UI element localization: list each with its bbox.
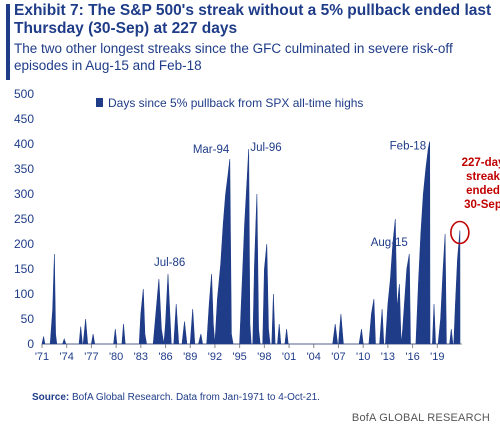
- x-tick-label: '13: [381, 351, 395, 363]
- y-tick-label: 0: [27, 337, 34, 351]
- y-tick-label: 50: [21, 312, 35, 326]
- x-tick-label: '74: [60, 351, 74, 363]
- legend-swatch: [96, 98, 103, 107]
- x-tick-label: '89: [183, 351, 197, 363]
- source-label: Source:: [32, 392, 70, 403]
- y-tick-label: 200: [14, 237, 34, 251]
- y-tick-label: 250: [14, 212, 34, 226]
- chart-title: Exhibit 7: The S&P 500's streak without …: [14, 2, 492, 37]
- y-tick-label: 500: [14, 87, 34, 101]
- x-tick-label: '71: [35, 351, 49, 363]
- streak-end-note: ended: [466, 185, 500, 197]
- peak-annotation: Jul-86: [154, 257, 185, 269]
- peak-annotation: Aug-15: [371, 237, 408, 249]
- streak-series-bars: [41, 141, 461, 345]
- x-tick-label: '07: [331, 351, 345, 363]
- peak-annotation: Mar-94: [193, 144, 230, 156]
- y-tick-label: 350: [14, 162, 34, 176]
- x-tick-label: '04: [307, 351, 321, 363]
- streak-end-note: streak: [466, 171, 500, 183]
- brand-footer: BofA GLOBAL RESEARCH: [351, 412, 490, 424]
- source-text: BofA Global Research. Data from Jan-1971…: [72, 392, 320, 403]
- x-tick-label: '83: [134, 351, 148, 363]
- peak-annotation: Jul-96: [250, 142, 281, 154]
- legend-label: Days since 5% pullback from SPX all-time…: [108, 96, 363, 110]
- x-tick-label: '95: [232, 351, 246, 363]
- x-tick-label: '98: [257, 351, 271, 363]
- streak-end-note: 227-day: [462, 157, 500, 169]
- x-tick-label: '86: [158, 351, 172, 363]
- x-tick-label: '19: [430, 351, 444, 363]
- x-tick-label: '77: [84, 351, 98, 363]
- peak-annotation: Feb-18: [390, 141, 426, 153]
- x-tick-label: '01: [282, 351, 296, 363]
- bar-chart: 0 50 100 150 200 250 300 350 400 450 500 '71 '74 '77 '…: [14, 87, 500, 363]
- y-tick-label: 100: [14, 287, 34, 301]
- streak-end-circle: [450, 220, 470, 245]
- x-tick-label: '10: [356, 351, 370, 363]
- y-tick-label: 400: [14, 137, 34, 151]
- x-tick-label: '16: [405, 351, 419, 363]
- y-tick-label: 300: [14, 187, 34, 201]
- source-note: Source: BofA Global Research. Data from …: [32, 392, 320, 403]
- x-tick-label: '80: [109, 351, 123, 363]
- y-tick-label: 150: [14, 262, 34, 276]
- x-tick-label: '92: [208, 351, 222, 363]
- streak-end-note: 30-Sep: [464, 199, 500, 211]
- chart-subtitle: The two other longest streaks since the …: [14, 41, 453, 73]
- title-accent-bar: [6, 4, 10, 80]
- y-tick-label: 450: [14, 112, 34, 126]
